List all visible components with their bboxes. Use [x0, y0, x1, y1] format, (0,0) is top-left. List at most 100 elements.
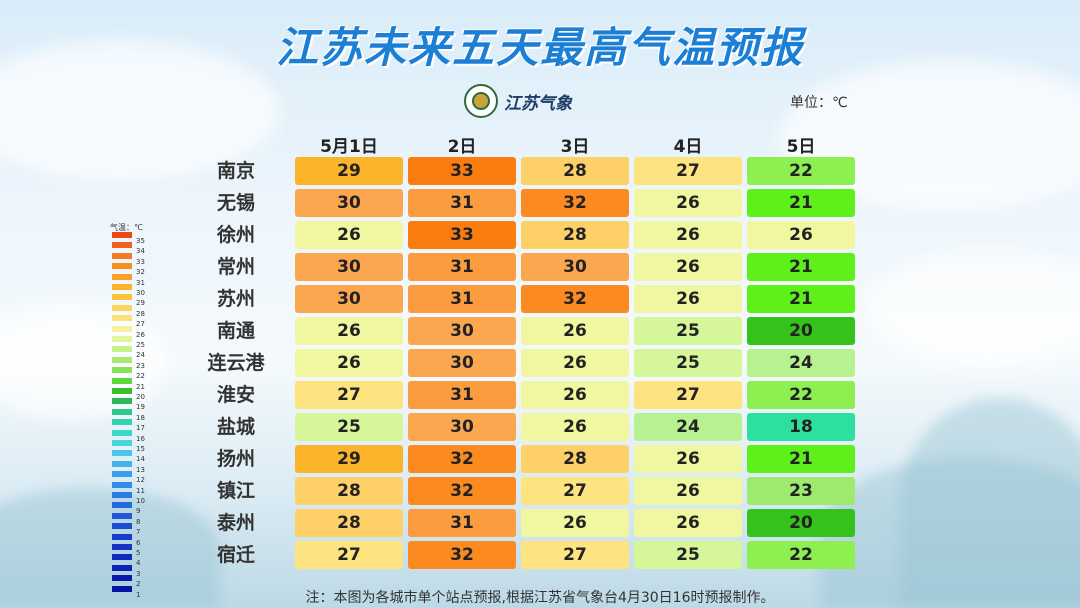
- temperature-cell: 30: [408, 349, 516, 377]
- legend-label: 8: [136, 517, 141, 526]
- legend-label: 9: [136, 507, 141, 516]
- legend-title: 气温：℃: [110, 223, 143, 232]
- unit-label: 单位：℃: [790, 95, 848, 111]
- temperature-cell: 26: [634, 221, 742, 249]
- day-header: 5日: [786, 137, 816, 157]
- temperature-cell: 26: [521, 349, 629, 377]
- city-label: 泰州: [216, 512, 255, 534]
- temperature-cell: 25: [634, 349, 742, 377]
- footnote: 注：本图为各城市单个站点预报,根据江苏省气象台4月30日16时预报制作。: [305, 590, 775, 606]
- page-title: 江苏未来五天最高气温预报: [275, 23, 804, 72]
- legend-label: 11: [136, 486, 145, 495]
- temperature-cell: 27: [634, 381, 742, 409]
- legend-swatch: [112, 388, 132, 394]
- legend-label: 17: [136, 424, 145, 433]
- legend-label: 35: [136, 237, 145, 245]
- temperature-cell: 32: [521, 189, 629, 217]
- temperature-cell: 22: [747, 381, 855, 409]
- day-header: 5月1日: [320, 137, 378, 157]
- city-label: 宿迁: [216, 544, 255, 566]
- city-label: 苏州: [216, 288, 255, 310]
- legend-label: 12: [136, 476, 145, 485]
- temperature-cell: 32: [408, 477, 516, 505]
- temperature-cell: 30: [521, 253, 629, 281]
- temperature-cell: 30: [295, 285, 403, 313]
- day-header: 4日: [673, 137, 703, 157]
- legend-label: 19: [136, 403, 145, 412]
- temperature-cell: 27: [634, 157, 742, 185]
- legend-swatch: [112, 284, 132, 290]
- legend-swatch: [112, 575, 132, 582]
- temperature-cell: 20: [747, 509, 855, 537]
- temperature-cell: 26: [634, 477, 742, 505]
- temperature-cell: 26: [295, 221, 403, 249]
- legend-swatch: [112, 585, 132, 592]
- temperature-cell: 26: [634, 285, 742, 313]
- legend-label: 7: [136, 528, 141, 537]
- temperature-cell: 26: [747, 221, 855, 249]
- city-label: 南京: [216, 160, 255, 182]
- legend-swatch: [112, 336, 132, 342]
- legend-label: 33: [136, 257, 145, 266]
- temperature-cell: 22: [747, 157, 855, 185]
- temperature-cell: 26: [634, 509, 742, 537]
- temperature-cell: 27: [295, 541, 403, 569]
- legend-label: 16: [136, 434, 145, 443]
- temperature-cell: 27: [521, 477, 629, 505]
- temperature-cell: 31: [408, 509, 516, 537]
- temperature-cell: 21: [747, 285, 855, 313]
- legend-label: 5: [136, 549, 141, 557]
- city-label: 徐州: [216, 224, 255, 246]
- temperature-cell: 31: [408, 381, 516, 409]
- legend-label: 23: [136, 361, 145, 370]
- legend-swatch: [112, 419, 132, 426]
- temperature-cell: 29: [295, 445, 403, 473]
- city-label: 盐城: [216, 416, 255, 438]
- temperature-cell: 25: [634, 541, 742, 569]
- legend-swatch: [112, 294, 132, 301]
- temperature-cell: 26: [634, 189, 742, 217]
- temperature-cell: 26: [295, 317, 403, 345]
- temperature-cell: 27: [521, 541, 629, 569]
- city-label: 扬州: [216, 448, 255, 470]
- legend-label: 20: [136, 393, 145, 401]
- legend-swatch: [112, 554, 132, 561]
- legend-swatch: [112, 408, 132, 415]
- city-label: 无锡: [216, 192, 255, 214]
- legend-swatch: [112, 429, 132, 436]
- temperature-cell: 31: [408, 189, 516, 217]
- legend-swatch: [112, 346, 132, 353]
- legend-label: 26: [136, 330, 145, 339]
- temperature-cell: 25: [295, 413, 403, 441]
- day-header: 3日: [560, 137, 590, 157]
- city-label: 连云港: [207, 352, 265, 374]
- emblem-icon: [464, 84, 498, 118]
- temperature-cell: 26: [521, 413, 629, 441]
- background-mountain: [900, 398, 1080, 608]
- legend-swatch: [112, 471, 132, 478]
- temperature-cell: 28: [295, 477, 403, 505]
- city-label: 常州: [216, 256, 255, 278]
- temperature-cell: 30: [295, 253, 403, 281]
- temperature-cell: 18: [747, 413, 855, 441]
- legend-swatch: [112, 263, 132, 270]
- legend-label: 28: [136, 309, 145, 318]
- legend-swatch: [112, 232, 132, 238]
- legend-swatch: [112, 512, 132, 519]
- temperature-cell: 26: [634, 445, 742, 473]
- temperature-cell: 33: [408, 157, 516, 185]
- temperature-cell: 32: [521, 285, 629, 313]
- legend-label: 25: [136, 341, 145, 349]
- temperature-cell: 28: [521, 221, 629, 249]
- temperature-cell: 26: [521, 381, 629, 409]
- legend-label: 24: [136, 351, 145, 360]
- background-cloud: [860, 250, 1080, 370]
- temperature-cell: 21: [747, 189, 855, 217]
- legend-swatch: [112, 533, 132, 540]
- legend-label: 32: [136, 268, 145, 277]
- legend-swatch: [112, 398, 132, 405]
- legend-swatch: [112, 440, 132, 446]
- legend-label: 14: [136, 455, 145, 464]
- brand-logo: 江苏气象: [464, 84, 572, 118]
- legend-label: 2: [136, 580, 141, 589]
